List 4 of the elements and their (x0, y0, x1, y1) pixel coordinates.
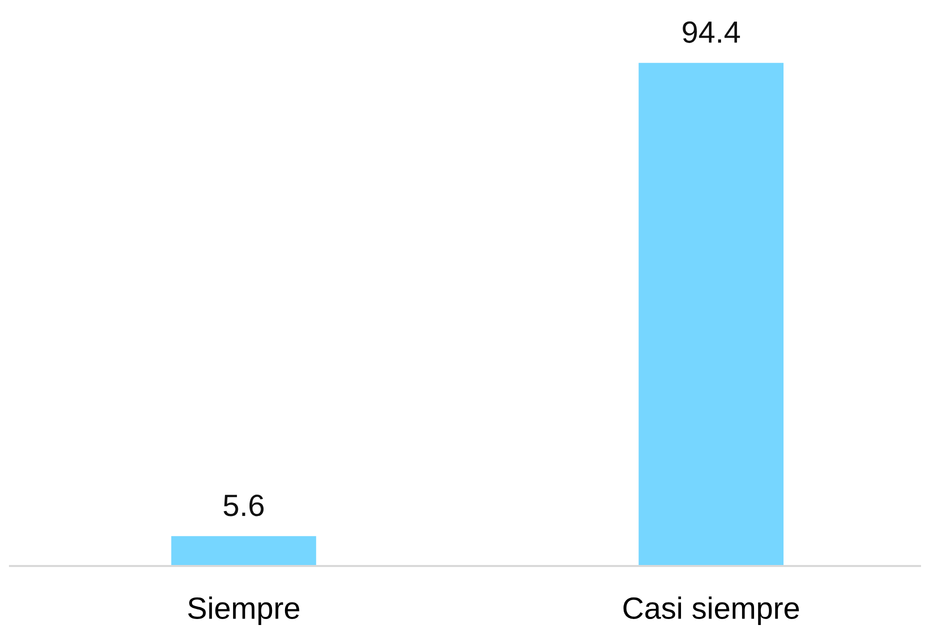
data-label: 5.6 (224, 494, 264, 516)
data-label: 94.4 (682, 21, 740, 43)
x-tick-label: Casi siempre (623, 596, 799, 626)
x-tick-label: Siempre (188, 596, 300, 626)
